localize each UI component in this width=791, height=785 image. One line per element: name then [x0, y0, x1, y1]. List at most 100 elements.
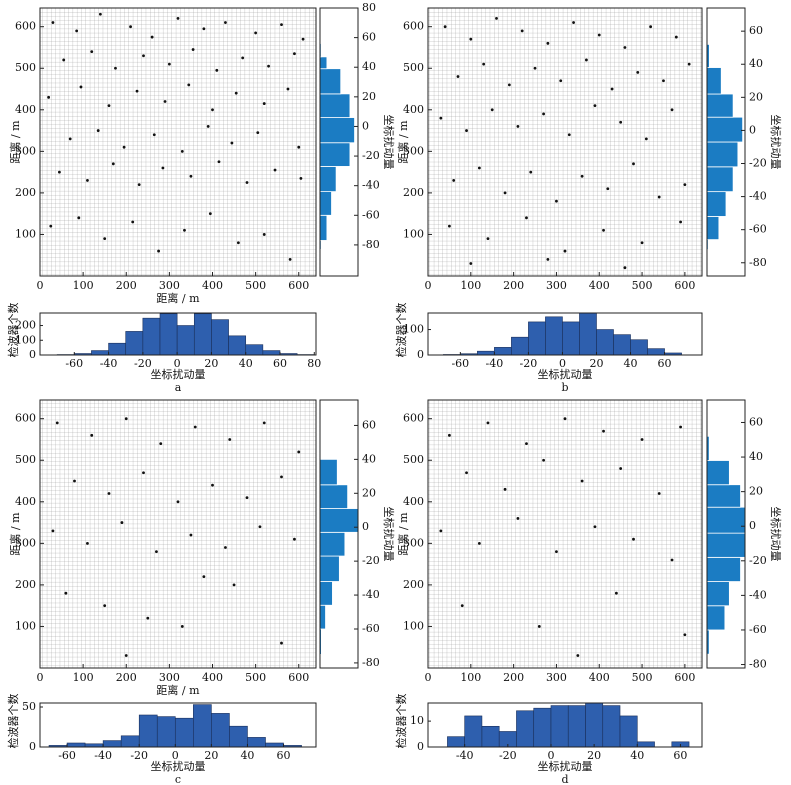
point [146, 616, 150, 620]
point [593, 525, 597, 529]
x-tick-label: 100 [460, 279, 481, 292]
bar [545, 316, 563, 356]
bar [706, 506, 746, 534]
x-tick-label: 100 [73, 279, 94, 292]
x-tick-label: -40 [100, 357, 118, 370]
axes-frame [427, 312, 703, 356]
point [657, 492, 661, 495]
x-tick-label: 500 [245, 671, 266, 684]
bar [706, 532, 746, 558]
y-tick-label: 500 [15, 61, 36, 74]
point [593, 104, 597, 108]
panel-caption: d [561, 773, 568, 785]
bar [228, 335, 247, 356]
panel-caption: b [561, 381, 568, 394]
bar [138, 714, 158, 748]
bar [319, 604, 326, 630]
y-tick-label: 400 [15, 495, 36, 508]
bar [319, 508, 359, 533]
bar [319, 214, 328, 241]
y-tick-label: 600 [403, 412, 424, 425]
point [161, 166, 165, 170]
bar [706, 166, 734, 193]
bar [319, 191, 332, 216]
x-tick-label: 600 [288, 671, 309, 684]
point [280, 23, 283, 27]
bar [108, 342, 127, 356]
y-tick-label: 0 [749, 123, 756, 136]
y-tick-label: 200 [15, 319, 36, 332]
point [254, 31, 258, 35]
x-tick-label: 20 [204, 749, 218, 762]
point [124, 654, 128, 657]
bar [567, 705, 586, 748]
y-axis-label: 检波器个数 [6, 303, 20, 358]
point [180, 149, 184, 153]
point [245, 496, 249, 500]
x-tick-label: 100 [460, 671, 481, 684]
point [90, 50, 94, 54]
bar [142, 317, 161, 356]
point [96, 129, 100, 132]
y-tick-label: 100 [403, 619, 424, 632]
point [122, 145, 126, 149]
bar [533, 707, 552, 748]
point [73, 479, 76, 483]
point [297, 145, 301, 149]
point [111, 162, 115, 166]
point [228, 438, 232, 441]
axes-frame [39, 702, 317, 748]
point [224, 21, 227, 24]
y-tick-label: 40 [749, 57, 763, 70]
point [103, 604, 107, 608]
x-tick-label: -40 [486, 357, 504, 370]
point [597, 33, 601, 37]
point [262, 102, 266, 105]
x-tick-label: 80 [307, 357, 321, 370]
bar [319, 142, 351, 167]
y-tick-label: 300 [15, 536, 36, 549]
point [245, 181, 249, 184]
point [183, 228, 186, 232]
point [567, 133, 571, 137]
x-axis-label: 距离 / m [156, 683, 200, 697]
axes-frame [706, 399, 746, 669]
mesh [428, 8, 702, 276]
bar [579, 312, 597, 356]
point [299, 176, 303, 180]
y-tick-label: 20 [749, 90, 763, 103]
y-tick-label: 200 [15, 578, 36, 591]
y-tick-label: 400 [403, 495, 424, 508]
point [58, 170, 61, 174]
bar [265, 742, 284, 748]
y-tick-label: 600 [15, 412, 36, 425]
bar [229, 725, 248, 748]
point [580, 479, 584, 483]
x-tick-label: 400 [589, 671, 610, 684]
y-axis-label: 坐标扰动量 [769, 115, 783, 170]
point [503, 191, 507, 195]
bar [528, 321, 546, 356]
point [576, 654, 580, 657]
point [636, 71, 640, 74]
point [206, 125, 210, 128]
point [439, 116, 443, 120]
point [657, 195, 661, 199]
point [176, 500, 180, 504]
mesh [40, 8, 316, 276]
bar [125, 331, 144, 356]
x-tick-label: 20 [587, 749, 601, 762]
point [256, 131, 260, 135]
point [546, 41, 550, 45]
bar [585, 702, 604, 748]
bar [120, 735, 140, 748]
point [62, 58, 66, 62]
x-tick-label: -20 [134, 357, 152, 370]
y-tick-label: 0 [29, 740, 36, 753]
point [86, 179, 89, 182]
x-tick-label: 20 [204, 357, 218, 370]
point [280, 475, 283, 479]
x-tick-label: -60 [65, 357, 83, 370]
point [619, 120, 623, 124]
y-tick-label: 500 [403, 61, 424, 74]
